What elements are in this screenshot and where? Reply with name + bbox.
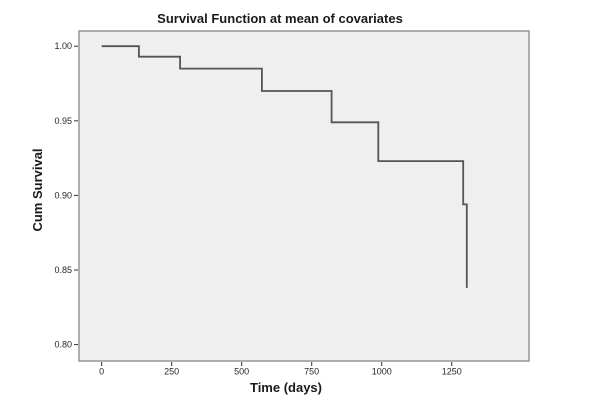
x-axis-tick-label: 0 bbox=[99, 367, 104, 377]
x-axis-title: Time (days) bbox=[250, 380, 322, 395]
y-axis-title: Cum Survival bbox=[30, 148, 45, 231]
y-axis-tick-label: 0.90 bbox=[54, 190, 72, 200]
x-axis-tick-label: 1250 bbox=[442, 367, 462, 377]
axis-ticks bbox=[74, 45, 453, 366]
y-axis-tick-label: 0.85 bbox=[54, 265, 72, 275]
x-axis-tick-label: 500 bbox=[234, 367, 249, 377]
plot-area bbox=[78, 30, 530, 362]
x-axis-tick-label: 750 bbox=[304, 367, 319, 377]
y-axis-tick-label: 0.80 bbox=[54, 340, 72, 350]
chart-title: Survival Function at mean of covariates bbox=[157, 11, 403, 26]
x-axis-tick-label: 250 bbox=[164, 367, 179, 377]
axis-tick-labels: 0 250 500 750 1000 1250 1.00 0.95 0.90 0.85 0.80 bbox=[54, 41, 461, 376]
survival-curve bbox=[101, 45, 468, 288]
y-axis-tick-label: 0.95 bbox=[54, 116, 72, 126]
x-axis-tick-label: 1000 bbox=[372, 367, 392, 377]
y-axis-tick-label: 1.00 bbox=[54, 41, 72, 51]
